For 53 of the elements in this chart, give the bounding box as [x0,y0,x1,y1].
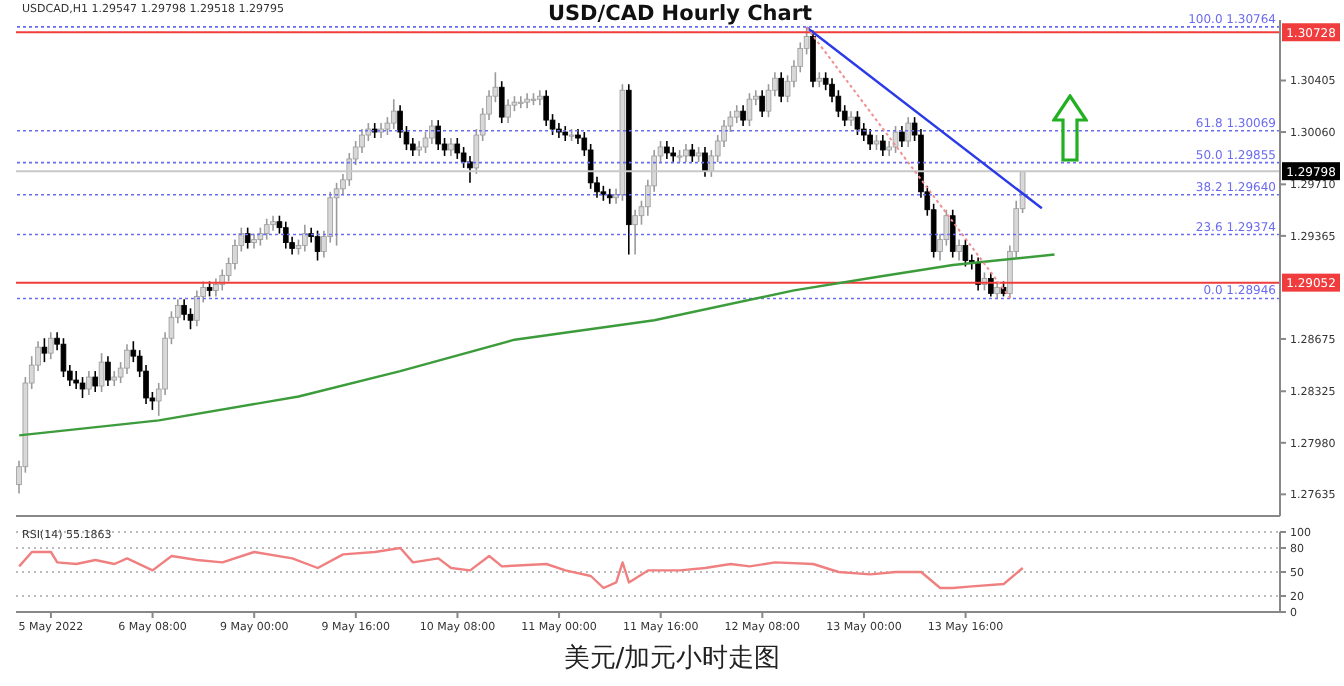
candlestick [854,110,861,136]
candlestick [263,217,270,241]
candlestick [79,376,86,399]
candlestick [92,370,99,393]
candlestick [86,370,92,396]
candlestick [524,92,530,109]
candlestick [244,226,251,250]
candlestick [905,116,912,148]
candlestick [98,352,105,393]
candlestick [867,128,873,151]
candlestick [181,298,187,322]
candlestick [543,89,549,127]
candlestick [282,220,289,250]
candlestick [810,29,816,89]
candlestick [778,71,785,103]
line-series [17,546,1024,590]
candlestick [47,331,54,360]
candlestick [314,229,321,262]
candlestick [746,92,753,127]
line-series [17,253,1056,437]
candlestick [435,119,442,151]
candlestick [740,104,746,127]
candlestick [302,223,308,253]
candlestick [60,337,67,378]
candlestick [949,208,956,259]
candlestick [194,289,200,328]
chart-title: USD/CAD Hourly Chart [545,2,815,26]
candlestick [517,95,524,109]
candlestick [899,125,905,148]
candlestick [41,337,48,363]
candlestick [270,214,276,232]
candlestick [73,370,79,390]
candlestick [105,355,111,387]
candlestick [537,89,543,106]
candlestick [467,155,473,184]
candlestick [975,256,981,292]
candlestick [498,80,505,124]
candlestick [702,146,708,178]
candlestick [187,307,194,331]
candlestick [505,98,511,124]
candlestick [880,134,886,157]
candlestick [962,238,969,268]
text: 美元/加元小时走图 [561,642,783,676]
candlestick [429,119,435,145]
candlestick [956,238,962,262]
candlestick [759,89,765,118]
candlestick [454,137,461,160]
candlestick [892,125,899,154]
candlestick [390,98,397,130]
candlestick [333,182,340,247]
candlestick [632,208,638,256]
candlestick [988,271,994,298]
candlestick [124,343,130,375]
